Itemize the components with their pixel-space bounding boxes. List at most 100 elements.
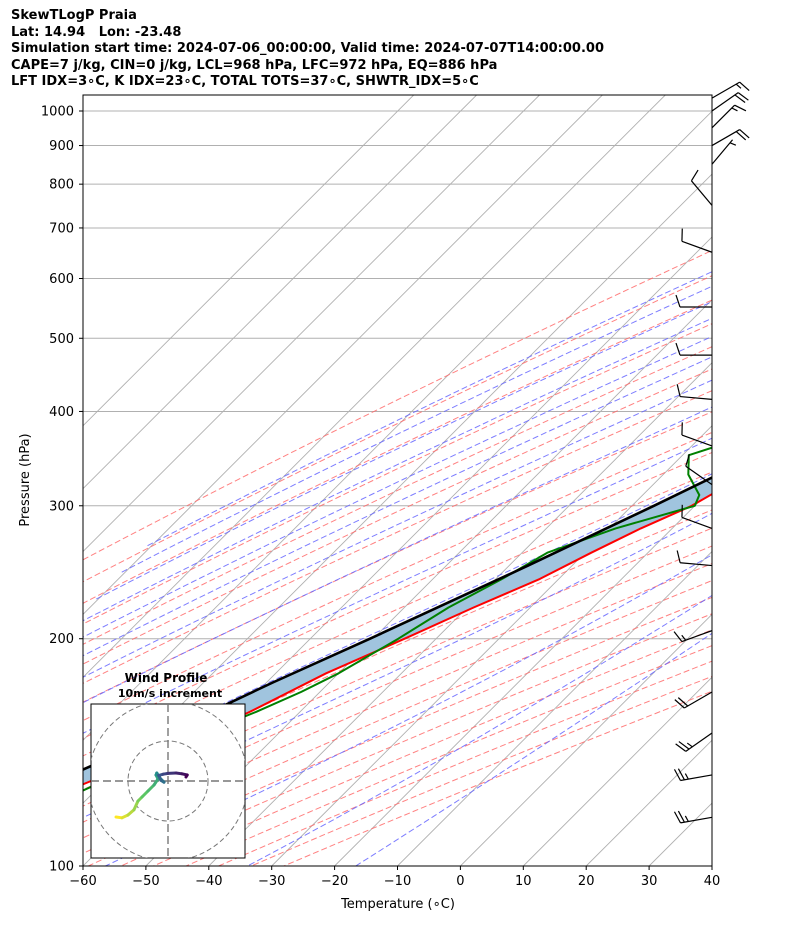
wind-barb-flag <box>674 699 685 709</box>
x-tick-label: −10 <box>384 874 411 889</box>
isotherm-line <box>83 95 540 553</box>
wind-barb-staff <box>680 562 713 567</box>
wind-barb-staff <box>711 104 736 129</box>
y-tick-label: 1000 <box>41 104 74 119</box>
wind-barb-staff <box>711 139 734 165</box>
wind-barb-staff <box>685 465 713 486</box>
wind-barb-staff <box>690 180 713 206</box>
wind-barb <box>675 342 712 356</box>
isotherm-line <box>83 95 477 490</box>
dry-adiabat-line <box>83 509 712 791</box>
cape-line: CAPE=7 j/kg, CIN=0 j/kg, LCL=968 hPa, LF… <box>11 57 498 73</box>
hodograph-segment <box>132 799 140 812</box>
wind-barb-flag <box>677 768 685 781</box>
wind-barb <box>673 768 713 782</box>
wind-barb <box>711 129 750 147</box>
parcel-profile-line <box>83 476 712 771</box>
dry-adiabat-line <box>153 629 712 866</box>
wind-barb-flag <box>690 169 699 182</box>
y-tick-label: 100 <box>49 860 74 875</box>
dry-adiabat-line <box>83 527 712 807</box>
wind-barbs <box>673 81 750 824</box>
dry-adiabat-line <box>83 431 712 722</box>
y-tick-label: 400 <box>49 405 74 420</box>
isotherm-line <box>397 550 712 866</box>
wind-barb-flag <box>737 92 749 101</box>
y-tick-label: 300 <box>49 499 74 514</box>
wind-barb-half-flag <box>735 83 742 89</box>
wind-barb-half-flag <box>731 107 738 112</box>
wind-barb <box>711 92 749 112</box>
dry-adiabat-line <box>83 346 712 645</box>
wind-barb-flag <box>734 94 746 103</box>
chart-header: SkewTLogP Praia Lat: 14.94 Lon: -23.48 Sim… <box>11 8 604 91</box>
isotherm-line <box>648 802 712 866</box>
moist-adiabat-line <box>355 632 712 866</box>
wind-barb <box>681 422 713 447</box>
wind-barb-flag <box>678 741 690 750</box>
wind-barb <box>675 294 712 308</box>
moist-adiabat-line <box>94 301 712 601</box>
x-tick-label: −30 <box>258 874 285 889</box>
wind-barb-flag <box>676 550 681 563</box>
x-tick-label: 10 <box>515 874 532 889</box>
y-axis-label: Pressure (hPa) <box>18 433 33 526</box>
wind-barb-staff <box>680 816 713 824</box>
indices-line: LFT IDX=3∘C, K IDX=23∘C, TOTAL TOTS=37∘C… <box>11 74 479 90</box>
chart-title: SkewTLogP Praia <box>11 8 137 23</box>
isotherm-line <box>460 613 712 866</box>
wind-barb <box>681 228 713 253</box>
isotherm-line <box>208 362 712 866</box>
moist-adiabat-line <box>83 356 712 657</box>
moist-adiabat-line <box>145 271 712 547</box>
wind-barb-half-flag <box>729 142 737 146</box>
y-tick-label: 600 <box>49 272 74 287</box>
wind-barb-flag <box>685 453 690 467</box>
dry-adiabat-line <box>83 390 712 684</box>
location-line: Lat: 14.94 Lon: -23.48 <box>11 24 182 40</box>
wind-barb-half-flag <box>684 773 689 780</box>
moist-adiabat-line <box>83 512 712 819</box>
wind-barb-flag <box>675 294 681 308</box>
isotherm-line <box>83 95 603 616</box>
isotherm-line <box>83 95 666 678</box>
wind-barb-staff <box>681 630 713 643</box>
wind-barb <box>674 691 713 709</box>
x-tick-label: −60 <box>69 874 96 889</box>
wind-barb-flag <box>676 384 681 397</box>
x-tick-label: −20 <box>321 874 348 889</box>
wind-barb-flag <box>677 697 689 707</box>
x-tick-label: −50 <box>132 874 159 889</box>
wind-barb-half-flag <box>681 634 687 641</box>
wind-barb-staff <box>681 516 713 529</box>
dry-adiabat-line <box>83 249 712 561</box>
dry-adiabat-line <box>185 645 712 866</box>
y-tick-label: 200 <box>49 632 74 647</box>
isotherm-line <box>522 676 712 866</box>
wind-barb-flag <box>739 129 750 139</box>
wind-barb-staff <box>680 774 713 782</box>
hodograph-plot <box>91 704 245 858</box>
isotherm-line <box>585 739 712 866</box>
hodograph-inset: Wind Profile 10m/s increment <box>90 671 246 859</box>
isotherm-line <box>83 95 415 427</box>
wind-barb-flag <box>675 342 681 356</box>
wind-barb-staff <box>685 732 713 752</box>
isotherm-line <box>145 299 712 866</box>
x-tick-label: −40 <box>195 874 222 889</box>
hodograph-segment <box>184 773 189 779</box>
wind-barb-flag <box>735 131 747 141</box>
wind-barb-flag <box>739 81 750 91</box>
wind-barb-flag <box>734 104 747 112</box>
wind-barb <box>681 504 713 529</box>
y-tick-label: 900 <box>49 139 74 154</box>
moist-adiabat-line <box>121 285 712 573</box>
wind-barb-staff <box>681 434 713 447</box>
wind-barb-staff <box>711 129 741 147</box>
wind-barb-staff <box>680 395 713 400</box>
moist-adiabat-line <box>83 379 712 678</box>
wind-barb <box>711 81 750 99</box>
isotherm-line <box>711 865 712 866</box>
wind-barb <box>673 630 713 643</box>
